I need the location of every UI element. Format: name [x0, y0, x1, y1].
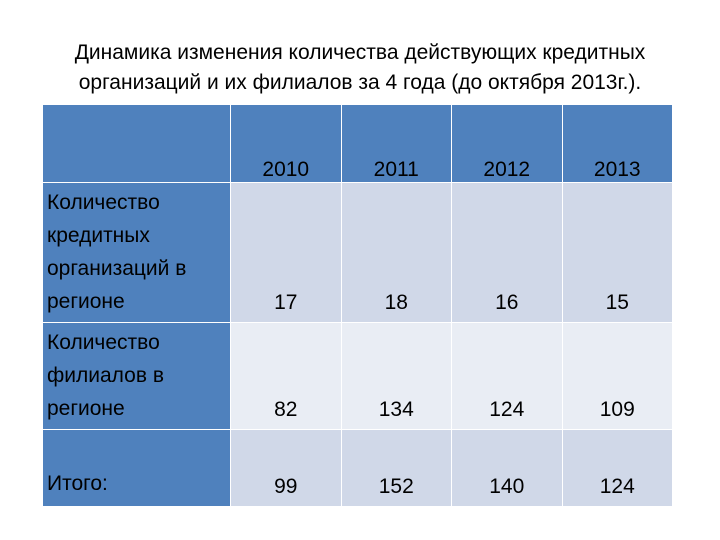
row-label: Количество филиалов в регионе	[42, 322, 231, 430]
year-header: 2012	[451, 104, 563, 183]
table-cell: 16	[451, 182, 563, 323]
table-cell: 99	[230, 429, 342, 507]
year-header: 2011	[340, 104, 452, 183]
table-cell: 152	[340, 429, 452, 507]
table-cell: 15	[561, 182, 673, 323]
table-cell: 124	[561, 429, 673, 507]
table-cell: 82	[230, 322, 342, 430]
table-cell: 17	[230, 182, 342, 323]
row-label: Количество кредитных организаций в регио…	[42, 182, 231, 323]
year-header: 2013	[561, 104, 673, 183]
header-row: 2010 2011 2012 2013	[42, 104, 673, 183]
table-cell: 124	[451, 322, 563, 430]
table-row: Количество филиалов в регионе 82 134 124…	[42, 322, 673, 430]
title-line-1: Динамика изменения количества действующи…	[74, 41, 646, 64]
table-row-total: Итого: 99 152 140 124	[42, 429, 673, 507]
corner-cell	[42, 104, 231, 183]
table-row: Количество кредитных организаций в регио…	[42, 182, 673, 323]
table-cell: 18	[340, 182, 452, 323]
row-label: Итого:	[42, 429, 231, 507]
table-cell: 109	[561, 322, 673, 430]
slide-title: Динамика изменения количества действующи…	[30, 38, 690, 98]
table-cell: 134	[340, 322, 452, 430]
table-cell: 140	[451, 429, 563, 507]
title-line-2: организаций и их филиалов за 4 года (до …	[78, 71, 642, 94]
year-header: 2010	[230, 104, 342, 183]
data-table: 2010 2011 2012 2013 Количество кредитных…	[42, 104, 673, 507]
